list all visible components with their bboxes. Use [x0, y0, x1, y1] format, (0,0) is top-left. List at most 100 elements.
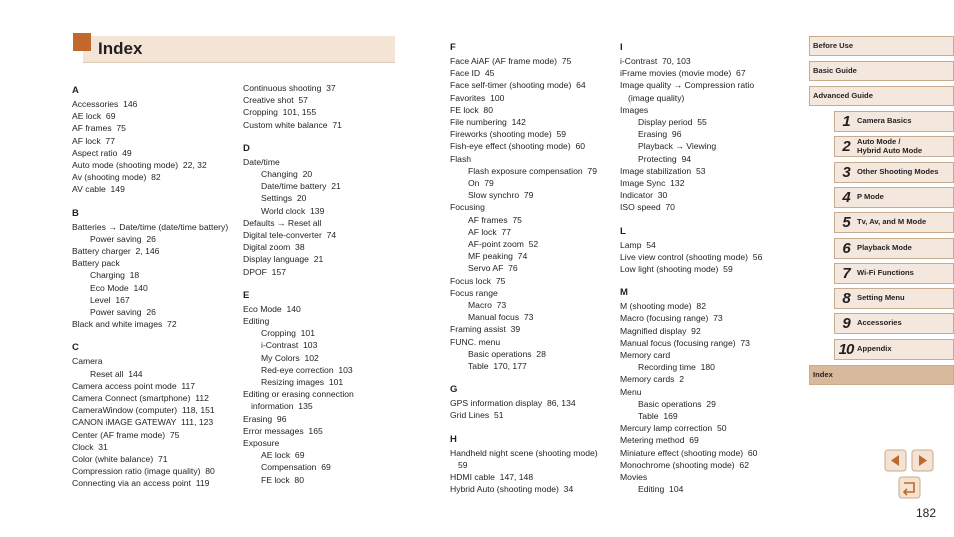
nav-tab[interactable]: Before Use [809, 36, 954, 56]
index-subentry: On 79 [468, 178, 494, 189]
chapter-tab[interactable]: 5 Tv, Av, and M Mode [834, 212, 954, 234]
index-entry: Auto mode (shooting mode) 22, 32 [72, 160, 207, 171]
index-entry: Editing [243, 316, 270, 327]
index-entry: Favorites 100 [450, 92, 505, 103]
chapter-label: Tv, Av, and M Mode [857, 217, 927, 227]
index-column: Continuous shooting 37 Creative shot 57 Cr… [243, 82, 391, 486]
return-button[interactable] [898, 476, 921, 499]
title-bar [83, 36, 395, 63]
index-entry: CANON iMAGE GATEWAY 111, 123 [72, 417, 214, 428]
index-entry: Face ID 45 [450, 68, 495, 79]
index-subentry: Date/time battery 21 [261, 181, 341, 192]
index-entry: ISO speed 70 [620, 202, 675, 213]
index-entry: Macro (focusing range) 73 [620, 313, 723, 324]
chapter-number: 4 [842, 188, 850, 206]
chapter-number: 10 [838, 340, 855, 358]
chapter-label: Setting Menu [857, 293, 905, 303]
index-entry: Camera Connect (smartphone) 112 [72, 393, 209, 404]
next-arrow [919, 455, 927, 466]
index-subentry: Changing 20 [261, 169, 313, 180]
index-entry: AF lock 77 [72, 135, 115, 146]
index-entry: Battery pack [72, 258, 120, 269]
index-subentry: AF frames 75 [468, 214, 522, 225]
index-entry: Miniature effect (shooting mode) 60 [620, 447, 758, 458]
index-subentry: My Colors 102 [261, 352, 319, 363]
index-subentry: MF peaking 74 [468, 251, 528, 262]
index-subentry: Basic operations 29 [638, 398, 716, 409]
index-entry: Menu [620, 386, 642, 397]
nav-label: Advanced Guide [813, 90, 873, 100]
chapter-number: 7 [842, 264, 850, 282]
chapter-label: Playback Mode [857, 242, 912, 252]
chapter-label: Other Shooting Modes [857, 166, 939, 176]
index-entry: Live view control (shooting mode) 56 [620, 251, 763, 262]
index-entry: Mercury lamp correction 50 [620, 423, 727, 434]
index-entry: Camera access point mode 117 [72, 380, 196, 391]
chapter-tab[interactable]: 7 Wi-Fi Functions [834, 262, 954, 284]
index-entry: Erasing 96 [243, 413, 287, 424]
index-entry: Camera [72, 356, 103, 367]
nav-tab[interactable]: Advanced Guide [809, 86, 954, 106]
index-entry: Image Sync 132 [620, 178, 685, 189]
index-subentry: Recording time 180 [638, 362, 715, 373]
index-entry: i-Contrast 70, 103 [620, 56, 691, 66]
index-entry: Metering method 69 [620, 435, 699, 446]
index-entry: Color (white balance) 71 [72, 454, 168, 465]
index-subentry: Charging 18 [90, 270, 140, 281]
index-subentry: AF-point zoom 52 [468, 239, 539, 250]
chapter-label: Camera Basics [857, 116, 912, 126]
index-letter: H [450, 433, 457, 445]
index-column: F Face AiAF (AF frame mode) 75 Face ID 45 F… [450, 41, 610, 496]
index-subentry: Manual focus 73 [468, 312, 534, 323]
index-letter: I [620, 42, 623, 53]
title-marker [73, 33, 91, 51]
index-subentry: Settings 20 [261, 193, 307, 204]
index-column: A Accessories 146 AE lock 69 AF frames 75 AF… [72, 84, 234, 490]
nav-tab[interactable]: Basic Guide [809, 61, 954, 81]
chapter-number: 2 [842, 138, 850, 156]
index-entry: FE lock 80 [450, 104, 493, 115]
nav-label: Before Use [813, 40, 854, 50]
chapter-label: Wi-Fi Functions [857, 267, 914, 277]
index-entry: Defaults → Reset all [243, 217, 322, 228]
index-entry: Face AiAF (AF frame mode) 75 [450, 56, 572, 66]
chapter-tab[interactable]: 8 Setting Menu [834, 288, 954, 310]
index-entry: Error messages 165 [243, 425, 323, 436]
index-subentry: Table 169 [638, 411, 678, 422]
index-entry: Manual focus (focusing range) 73 [620, 337, 750, 348]
index-entry: Display language 21 [243, 254, 324, 265]
index-letter: G [450, 384, 458, 396]
index-subentry: AF lock 77 [468, 226, 511, 237]
nav-label: Basic Guide [813, 65, 857, 75]
index-entry: FUNC. menu [450, 336, 501, 347]
index-entry: File numbering 142 [450, 117, 526, 128]
index-subentry: Reset all 144 [90, 368, 143, 379]
index-subentry: Level 167 [90, 294, 130, 305]
index-letter: D [243, 142, 250, 154]
index-entry: Batteries → Date/time (date/time battery… [72, 221, 229, 232]
index-letter: C [72, 342, 79, 354]
index-entry: Focus lock 75 [450, 275, 506, 286]
chapter-label: Auto Mode / Hybrid Auto Mode [857, 137, 923, 155]
chapter-number: 3 [842, 163, 850, 181]
current-tab[interactable]: Index [809, 365, 954, 385]
chapter-tab[interactable]: 1 Camera Basics [834, 111, 954, 132]
chapter-tab[interactable]: 6 Playback Mode [834, 237, 954, 259]
chapter-number: 9 [842, 315, 850, 333]
chapter-tab[interactable]: 10 Appendix [834, 338, 954, 360]
index-subentry: Slow synchro 79 [468, 190, 534, 201]
index-entry: Fireworks (shooting mode) 59 [450, 129, 567, 140]
index-entry: Lamp 54 [620, 239, 656, 250]
index-subentry: Resizing images 101 [261, 377, 344, 388]
index-entry: Image stabilization 53 [620, 165, 706, 176]
index-entry: Cropping 101, 155 [243, 107, 317, 118]
index-subentry: Display period 55 [638, 117, 707, 128]
index-entry: Center (AF frame mode) 75 [72, 429, 180, 440]
chapter-tab[interactable]: 4 P Mode [834, 186, 954, 208]
chapter-tab[interactable]: 2 Auto Mode / Hybrid Auto Mode [834, 136, 954, 158]
chapter-tab[interactable]: 3 Other Shooting Modes [834, 161, 954, 183]
chapter-tab[interactable]: 9 Accessories [834, 313, 954, 335]
index-entry: Monochrome (shooting mode) 62 [620, 459, 749, 470]
index-letter: M [620, 287, 628, 299]
